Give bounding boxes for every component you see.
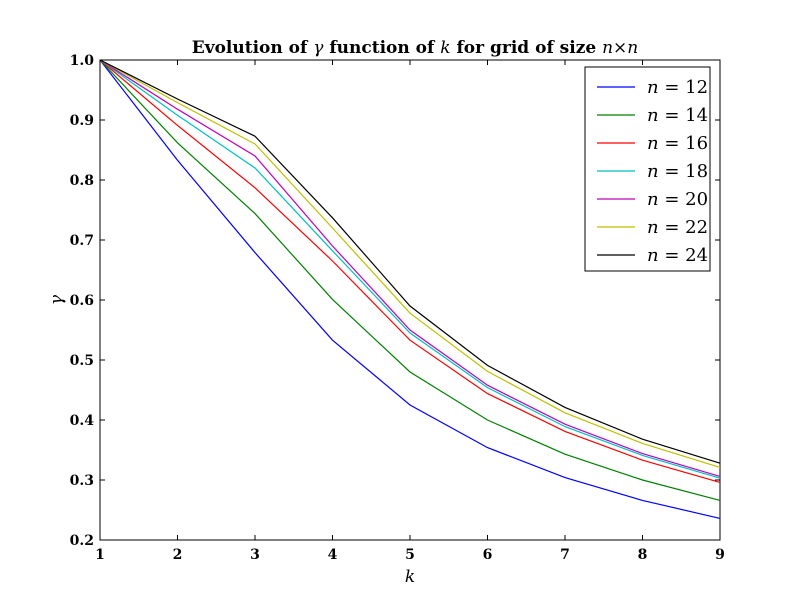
x-tick-label: 4 [328,547,338,563]
series-line-20 [99,59,721,477]
legend-label-20: n = 20 [647,189,708,210]
legend-label-22: n = 22 [647,217,708,238]
series-line-18 [99,59,721,479]
x-axis-label: k [405,567,415,587]
legend: n = 12 n = 14 n = 16 n = 18 n = 20 n = 22 n = … [584,66,711,272]
x-tick-label: 2 [173,547,183,563]
series-line-16 [99,59,721,483]
series-line-14 [99,59,721,501]
y-tick-label: 0.9 [70,113,94,129]
axis-ticks: 1 2 3 4 5 6 7 8 9 0.2 0.3 0.4 0.5 0.6 0.7 0.8 0.9 1.0 [70,53,725,563]
y-tick-label: 1.0 [70,53,95,69]
legend-label-18: n = 18 [647,161,708,182]
legend-label-24: n = 24 [647,245,708,266]
series-lines [99,59,721,519]
legend-label-16: n = 16 [647,133,708,154]
y-tick-label: 0.5 [70,353,94,369]
x-tick-label: 5 [405,547,415,563]
legend-box [584,66,711,272]
x-tick-label: 9 [715,547,725,563]
legend-label-12: n = 12 [647,77,708,98]
y-axis-label: γ [47,294,67,305]
x-tick-label: 8 [638,547,648,563]
x-tick-label: 3 [250,547,260,563]
x-tick-label: 1 [95,547,105,563]
series-line-22 [99,59,721,468]
legend-label-14: n = 14 [647,105,708,126]
y-tick-label: 0.4 [70,413,95,429]
y-tick-label: 0.2 [70,533,94,549]
y-tick-label: 0.6 [70,293,94,309]
x-tick-label: 6 [483,547,493,563]
y-tick-label: 0.8 [70,173,94,189]
x-tick-label: 7 [560,547,570,563]
chart-title: Evolution of γ function of k for grid of… [192,38,639,58]
series-line-24 [99,59,721,464]
y-tick-label: 0.3 [70,473,94,489]
series-line-12 [99,59,721,519]
y-tick-label: 0.7 [70,233,94,249]
